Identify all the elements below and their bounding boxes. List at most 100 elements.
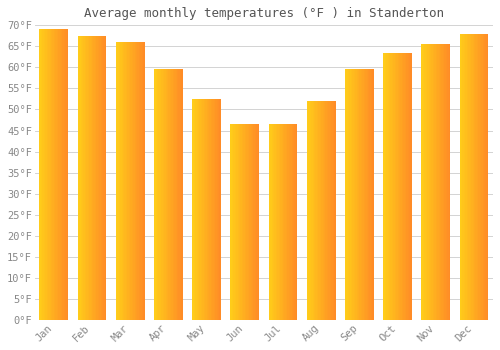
Bar bbox=[142, 42, 143, 320]
Bar bbox=[443, 44, 444, 320]
Bar bbox=[61, 29, 62, 320]
Bar bbox=[162, 70, 164, 320]
Bar bbox=[136, 42, 138, 320]
Bar bbox=[122, 42, 123, 320]
Bar bbox=[255, 124, 256, 320]
Bar bbox=[361, 70, 362, 320]
Bar bbox=[167, 70, 168, 320]
Bar bbox=[308, 101, 310, 320]
Bar bbox=[85, 36, 86, 320]
Bar bbox=[208, 99, 210, 320]
Bar bbox=[254, 124, 255, 320]
Bar bbox=[400, 52, 402, 320]
Bar bbox=[372, 70, 374, 320]
Bar bbox=[205, 99, 206, 320]
Bar bbox=[104, 36, 105, 320]
Bar bbox=[79, 36, 80, 320]
Bar bbox=[95, 36, 96, 320]
Bar bbox=[370, 70, 371, 320]
Bar bbox=[124, 42, 126, 320]
Bar bbox=[44, 29, 45, 320]
Bar bbox=[211, 99, 212, 320]
Bar bbox=[196, 99, 198, 320]
Bar bbox=[256, 124, 258, 320]
Bar bbox=[460, 34, 461, 320]
Bar bbox=[210, 99, 211, 320]
Bar bbox=[334, 101, 336, 320]
Bar bbox=[258, 124, 259, 320]
Bar bbox=[178, 70, 180, 320]
Bar bbox=[276, 124, 278, 320]
Bar bbox=[312, 101, 314, 320]
Bar bbox=[176, 70, 177, 320]
Bar bbox=[170, 70, 172, 320]
Bar bbox=[84, 36, 85, 320]
Bar bbox=[346, 70, 348, 320]
Bar bbox=[194, 99, 195, 320]
Bar bbox=[396, 52, 398, 320]
Bar bbox=[143, 42, 144, 320]
Bar bbox=[318, 101, 320, 320]
Bar bbox=[216, 99, 218, 320]
Bar bbox=[240, 124, 242, 320]
Bar bbox=[481, 34, 482, 320]
Bar bbox=[383, 52, 384, 320]
Bar bbox=[86, 36, 88, 320]
Bar bbox=[78, 36, 79, 320]
Bar bbox=[134, 42, 136, 320]
Bar bbox=[409, 52, 410, 320]
Bar bbox=[371, 70, 372, 320]
Bar bbox=[89, 36, 90, 320]
Bar bbox=[282, 124, 283, 320]
Bar bbox=[394, 52, 396, 320]
Bar bbox=[174, 70, 176, 320]
Bar bbox=[200, 99, 201, 320]
Bar bbox=[307, 101, 308, 320]
Bar bbox=[356, 70, 358, 320]
Bar bbox=[116, 42, 117, 320]
Bar bbox=[130, 42, 132, 320]
Bar bbox=[56, 29, 58, 320]
Bar bbox=[283, 124, 284, 320]
Bar bbox=[195, 99, 196, 320]
Bar bbox=[172, 70, 174, 320]
Bar bbox=[88, 36, 89, 320]
Bar bbox=[123, 42, 124, 320]
Bar bbox=[330, 101, 331, 320]
Title: Average monthly temperatures (°F ) in Standerton: Average monthly temperatures (°F ) in St… bbox=[84, 7, 444, 20]
Bar bbox=[292, 124, 293, 320]
Bar bbox=[214, 99, 215, 320]
Bar bbox=[58, 29, 59, 320]
Bar bbox=[462, 34, 464, 320]
Bar bbox=[119, 42, 120, 320]
Bar bbox=[321, 101, 322, 320]
Bar bbox=[466, 34, 467, 320]
Bar bbox=[433, 44, 434, 320]
Bar bbox=[422, 44, 423, 320]
Bar bbox=[437, 44, 438, 320]
Bar bbox=[468, 34, 469, 320]
Bar bbox=[98, 36, 99, 320]
Bar bbox=[235, 124, 236, 320]
Bar bbox=[402, 52, 404, 320]
Bar bbox=[66, 29, 68, 320]
Bar bbox=[404, 52, 406, 320]
Bar bbox=[480, 34, 481, 320]
Bar bbox=[268, 124, 270, 320]
Bar bbox=[218, 99, 220, 320]
Bar bbox=[139, 42, 140, 320]
Bar bbox=[368, 70, 370, 320]
Bar bbox=[486, 34, 487, 320]
Bar bbox=[202, 99, 203, 320]
Bar bbox=[201, 99, 202, 320]
Bar bbox=[442, 44, 443, 320]
Bar bbox=[100, 36, 102, 320]
Bar bbox=[94, 36, 95, 320]
Bar bbox=[157, 70, 158, 320]
Bar bbox=[438, 44, 440, 320]
Bar bbox=[358, 70, 360, 320]
Bar bbox=[274, 124, 276, 320]
Bar bbox=[386, 52, 388, 320]
Bar bbox=[296, 124, 298, 320]
Bar bbox=[62, 29, 64, 320]
